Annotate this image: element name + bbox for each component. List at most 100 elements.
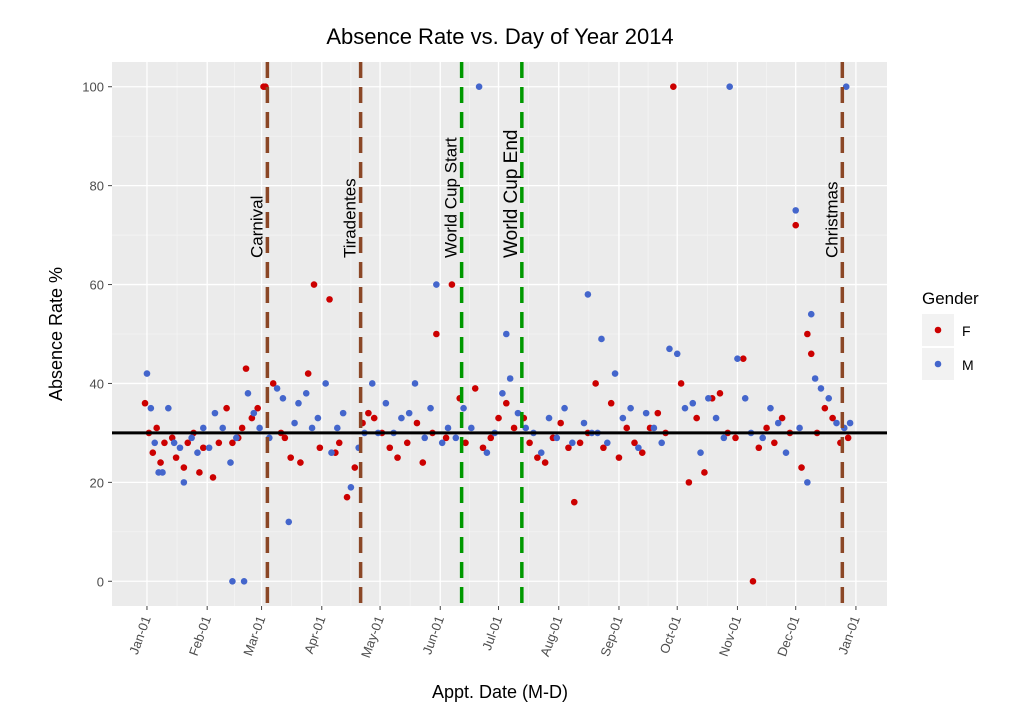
event-label: Tiradentes [341,178,360,258]
point [199,424,207,432]
point [405,409,413,417]
point [452,434,460,442]
point [242,365,250,372]
point [281,434,289,442]
legend-label: M [962,357,974,373]
point [256,424,263,432]
point [427,404,434,412]
point [807,310,815,318]
point [767,404,774,412]
point [475,83,483,91]
point [689,399,697,407]
y-tick-label: 60 [90,278,104,293]
point [685,479,693,486]
point [433,281,440,288]
point [635,444,642,452]
point [600,444,607,452]
point [184,439,192,447]
x-tick-label: Nov-01 [716,614,744,659]
point [343,493,351,501]
x-tick-label: Jun-01 [419,614,447,656]
chart-title: Absence Rate vs. Day of Year 2014 [326,24,673,49]
event-label: Christmas [822,181,841,258]
point [398,414,405,422]
point [833,419,840,427]
point [804,479,811,486]
point [468,424,475,432]
point [462,439,469,447]
point [598,335,605,343]
point [244,390,252,397]
point [623,424,631,432]
point [215,439,223,447]
point [188,434,195,442]
point [143,370,151,377]
point [804,330,811,338]
point [506,375,514,382]
point [697,449,704,456]
x-tick-label: Feb-01 [186,614,214,658]
point [842,83,850,91]
point [413,419,421,427]
point [233,434,240,442]
point [151,439,159,447]
point [351,464,359,471]
point [223,404,230,412]
point [771,439,778,447]
point [310,281,318,288]
point [792,207,800,214]
point [565,444,572,452]
point [314,414,322,422]
point [444,424,452,432]
point [209,474,217,481]
point [825,394,833,402]
point [584,291,592,298]
point [732,434,739,442]
point [734,355,741,363]
point [147,404,155,412]
point [250,409,258,417]
point [829,414,836,422]
point [438,439,446,447]
point [365,409,372,417]
y-tick-label: 100 [82,80,104,95]
point [285,518,293,526]
point [394,454,401,461]
x-tick-label: Oct-01 [657,614,684,656]
point [619,414,627,422]
point [705,394,712,402]
point [279,394,287,402]
point [368,380,376,387]
point [316,444,324,452]
point [739,355,747,363]
point [534,454,541,461]
point [403,439,411,447]
x-tick-label: Mar-01 [240,614,268,658]
point [196,469,203,476]
point [658,439,665,447]
point [570,498,578,506]
x-axis-title: Appt. Date (M-D) [432,682,568,702]
point [557,419,564,427]
point [411,380,419,387]
point [273,385,281,392]
point [483,449,491,456]
point [295,399,302,407]
point [180,479,188,486]
point [537,449,545,456]
point [522,424,530,432]
point [716,390,724,397]
point [666,345,673,353]
point [604,439,611,447]
point [796,424,803,432]
point [334,424,341,432]
point [460,404,467,412]
point [670,83,677,91]
point [421,434,429,442]
point [419,459,427,466]
x-tick-label: Sep-01 [597,614,625,659]
point [386,444,394,452]
point [291,419,298,427]
point [792,221,800,229]
